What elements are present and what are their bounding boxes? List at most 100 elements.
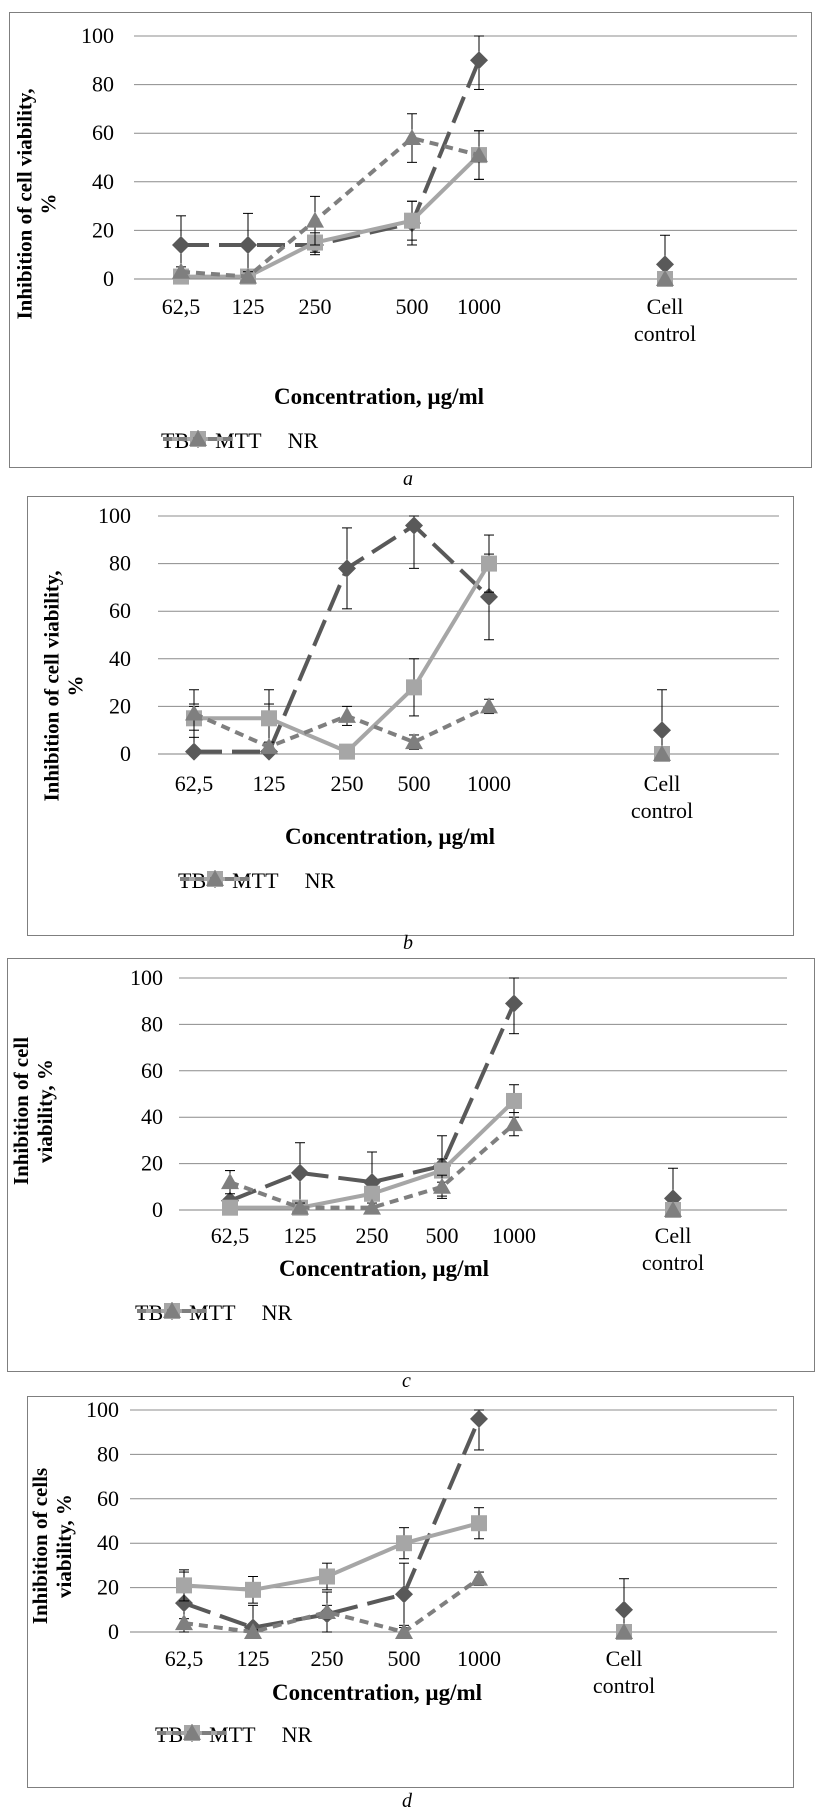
data-point-mtt xyxy=(222,1199,238,1216)
legend-label-nr: NR xyxy=(281,1722,313,1747)
data-point-nr xyxy=(338,706,356,723)
chart-panel-c: 0 20 40 60 80 100 62,5 125 250 500 1000 Cell control… xyxy=(7,958,815,1372)
series-tb xyxy=(172,35,674,280)
data-point-tb xyxy=(653,721,671,740)
legend-label-nr: NR xyxy=(261,1300,293,1325)
y-tick-label: 60 xyxy=(97,1486,119,1511)
y-tick-label: 40 xyxy=(97,1530,119,1555)
data-point-tb xyxy=(470,1409,488,1428)
x-tick-label: Cell xyxy=(655,1223,692,1248)
series-line-mtt xyxy=(194,562,491,754)
chart-frame-b xyxy=(27,496,794,936)
data-point-nr xyxy=(480,697,498,714)
data-point-nr xyxy=(363,1198,381,1215)
y-axis-label-d: Inhibition of cells viability, % xyxy=(28,1411,84,1681)
caption-c: c xyxy=(402,1370,411,1392)
x-axis-label-d: Concentration, µg/ml xyxy=(272,1680,483,1705)
data-point-nr xyxy=(175,1614,193,1631)
chart-panel-a: 0 20 40 60 80 100 62,5 125 250 500 1000 Cell control… xyxy=(9,12,812,468)
x-tick-label: 1000 xyxy=(457,294,501,319)
data-point-mtt xyxy=(364,1185,380,1202)
data-point-nr xyxy=(185,704,203,721)
y-axis-label-a: Inhibition of cell viability, % xyxy=(13,32,69,377)
data-point-nr xyxy=(239,267,257,284)
y-axis-label-c: Inhibition of cell viability, % xyxy=(9,976,65,1246)
legend-d: TB MTT NR xyxy=(155,1722,312,1748)
x-tick-label: control xyxy=(593,1673,655,1698)
series-line-tb xyxy=(229,1002,516,1203)
data-point-mtt xyxy=(176,1577,192,1594)
series-line-tb xyxy=(183,1418,481,1630)
legend-marker-nr xyxy=(183,1724,201,1740)
series-tb xyxy=(175,1409,633,1637)
y-axis-label-line: Inhibition of cell xyxy=(9,1036,33,1186)
caption-a: a xyxy=(403,468,413,490)
data-point-nr xyxy=(244,1623,262,1639)
x-tick-label: 62,5 xyxy=(162,294,201,319)
series-line-nr xyxy=(193,704,490,749)
y-tick-label: 20 xyxy=(109,693,131,718)
data-point-tb xyxy=(363,1173,381,1192)
series-tb xyxy=(221,977,682,1211)
series-mtt xyxy=(186,534,670,762)
y-tick-label: 100 xyxy=(130,965,163,990)
x-tick-label: 125 xyxy=(237,1646,270,1671)
data-point-tb xyxy=(480,587,498,606)
y-axis-label-line: % xyxy=(36,193,61,215)
y-tick-label: 100 xyxy=(81,23,114,48)
series-line-nr xyxy=(183,1577,481,1634)
y-tick-label: 40 xyxy=(92,169,114,194)
data-point-nr xyxy=(221,1173,239,1190)
caption-b: b xyxy=(403,932,413,954)
legend-b: TB MTT NR xyxy=(178,868,335,894)
x-tick-label: Cell xyxy=(644,771,681,796)
data-point-mtt xyxy=(404,212,420,229)
chart-frame-d xyxy=(27,1396,794,1788)
data-point-tb xyxy=(405,516,423,535)
x-tick-label: 1000 xyxy=(467,771,511,796)
y-tick-label: 80 xyxy=(97,1441,119,1466)
y-axis-label-line: Inhibition of cell viability, xyxy=(12,88,37,320)
data-point-nr xyxy=(403,129,421,146)
series-nr xyxy=(172,113,674,286)
y-tick-label: 40 xyxy=(109,646,131,671)
y-tick-label: 0 xyxy=(108,1619,119,1644)
data-point-nr xyxy=(172,262,190,279)
data-point-mtt xyxy=(406,679,422,696)
x-tick-label: 500 xyxy=(388,1646,421,1671)
x-tick-label: 500 xyxy=(398,771,431,796)
y-axis-label-line: viability, % xyxy=(52,1494,77,1598)
y-tick-label: 60 xyxy=(92,120,114,145)
data-point-nr xyxy=(291,1198,309,1215)
x-tick-label: 250 xyxy=(299,294,332,319)
y-tick-label: 80 xyxy=(92,72,114,97)
series-mtt xyxy=(222,1084,681,1218)
x-axis-label-a: Concentration, µg/ml xyxy=(274,384,485,409)
y-tick-label: 20 xyxy=(141,1151,163,1176)
x-tick-label: 1000 xyxy=(492,1223,536,1248)
legend-item-nr: NR xyxy=(180,868,335,894)
series-line-nr xyxy=(180,136,480,279)
data-point-mtt xyxy=(339,743,355,760)
y-axis-label-b: Inhibition of cell viability, % xyxy=(40,514,96,859)
data-point-nr xyxy=(433,1177,451,1194)
data-point-tb xyxy=(172,235,190,254)
y-tick-label: 20 xyxy=(97,1575,119,1600)
caption-d: d xyxy=(402,1790,412,1812)
data-point-nr xyxy=(470,146,488,163)
y-axis-label-line: viability, % xyxy=(33,1059,58,1163)
series-line-tb xyxy=(181,59,481,247)
series-nr xyxy=(221,1112,682,1217)
x-tick-label: control xyxy=(631,798,693,823)
y-tick-label: 60 xyxy=(141,1058,163,1083)
x-tick-label: 250 xyxy=(311,1646,344,1671)
data-point-tb xyxy=(291,1163,309,1182)
legend-item-nr: NR xyxy=(137,1300,293,1326)
x-tick-label: control xyxy=(642,1250,704,1275)
legend-label-nr: NR xyxy=(287,428,319,453)
legend-item-mtt: MTT xyxy=(180,868,279,894)
